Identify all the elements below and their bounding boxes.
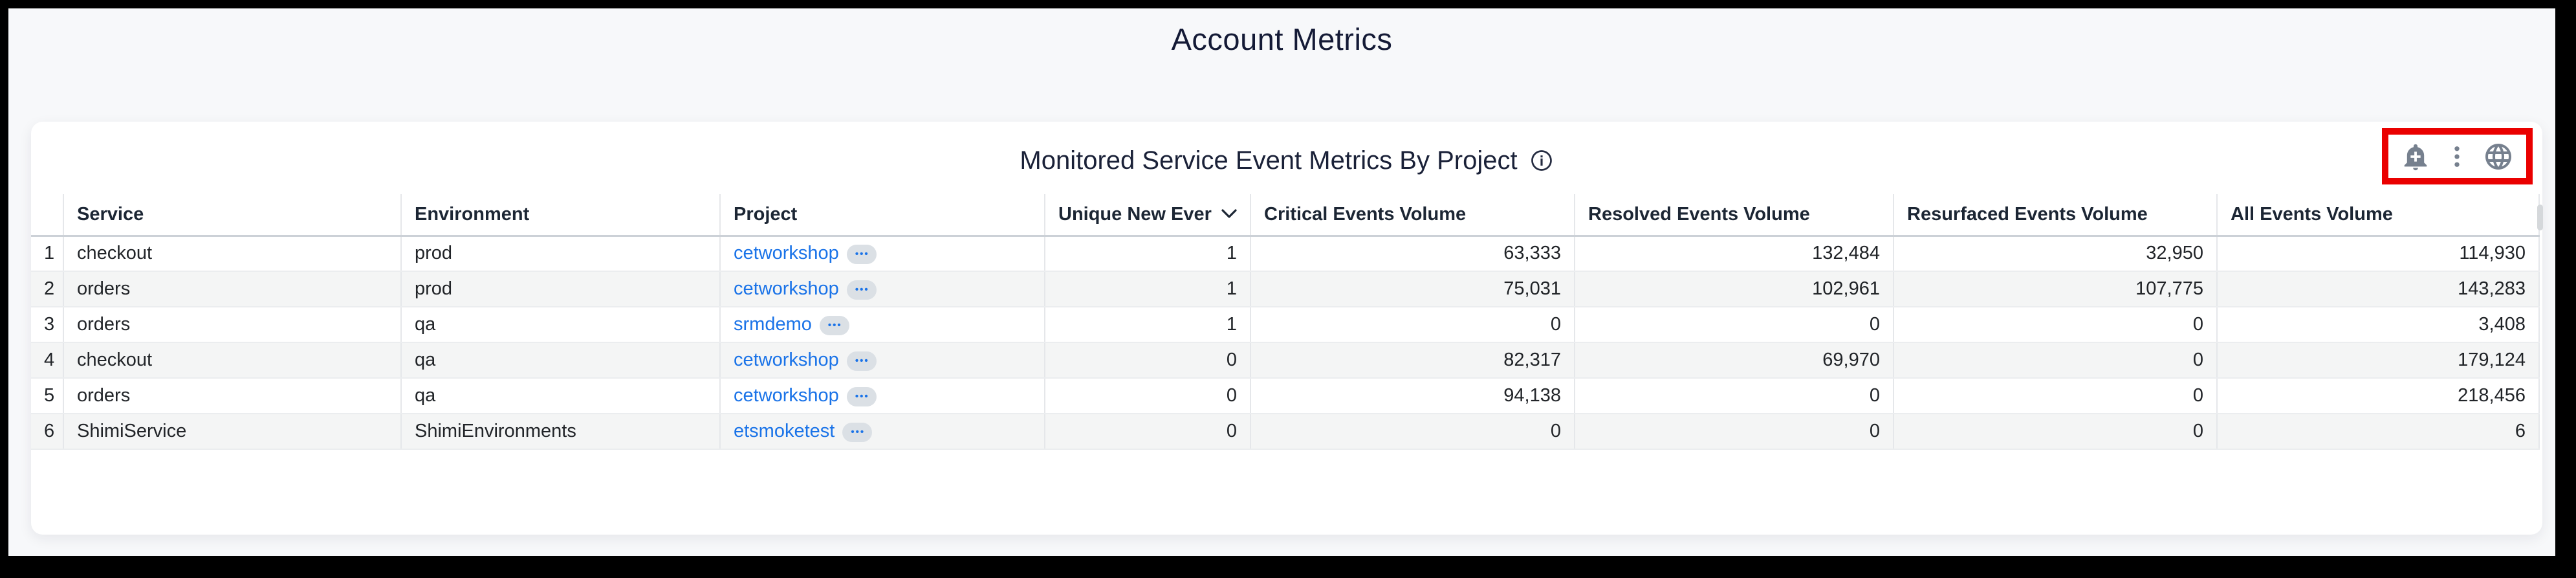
column-header-environment[interactable]: Environment <box>401 194 721 237</box>
project-more-button[interactable]: ••• <box>846 245 877 265</box>
cell-unique-new-ever: 1 <box>1045 271 1251 307</box>
table-row: 1 checkout prod cetworkshop ••• 1 63,333 … <box>31 236 2540 272</box>
cell-unique-new-ever: 0 <box>1045 414 1251 450</box>
panel-header: Monitored Service Event Metrics By Proje… <box>31 131 2542 190</box>
cell-critical-events-volume: 0 <box>1250 307 1575 343</box>
globe-icon[interactable] <box>2483 141 2514 172</box>
cell-resurfaced-events-volume: 0 <box>1894 414 2218 450</box>
cell-critical-events-volume: 0 <box>1250 414 1575 450</box>
cell-environment: qa <box>401 378 721 414</box>
cell-resolved-events-volume: 0 <box>1575 307 1894 343</box>
cell-environment: ShimiEnvironments <box>401 414 721 450</box>
project-more-button[interactable]: ••• <box>846 351 877 371</box>
cell-resurfaced-events-volume: 107,775 <box>1894 271 2218 307</box>
dashboard-page: Account Metrics Monitored Service Event … <box>8 8 2555 556</box>
column-header-resolved-events-volume[interactable]: Resolved Events Volume <box>1575 194 1894 237</box>
row-number-cell: 1 <box>31 236 64 272</box>
cell-unique-new-ever: 0 <box>1045 378 1251 414</box>
cell-resurfaced-events-volume: 0 <box>1894 378 2218 414</box>
project-link[interactable]: cetworkshop <box>734 243 839 264</box>
row-number-cell: 6 <box>31 414 64 450</box>
cell-resolved-events-volume: 0 <box>1575 378 1894 414</box>
row-number-cell: 2 <box>31 271 64 307</box>
kebab-menu-icon[interactable] <box>2443 143 2471 170</box>
table-row: 5 orders qa cetworkshop ••• 0 94,138 0 0 … <box>31 378 2540 414</box>
cell-critical-events-volume: 63,333 <box>1250 236 1575 272</box>
cell-service: orders <box>63 378 402 414</box>
cell-all-events-volume: 6 <box>2217 414 2540 450</box>
project-link[interactable]: srmdemo <box>734 314 812 335</box>
cell-environment: prod <box>401 236 721 272</box>
cell-service: orders <box>63 307 402 343</box>
cell-critical-events-volume: 82,317 <box>1250 342 1575 379</box>
table-header-row: Service Environment Project Unique New E… <box>31 194 2540 237</box>
cell-environment: qa <box>401 342 721 379</box>
column-header-project[interactable]: Project <box>720 194 1045 237</box>
cell-project: etsmoketest ••• <box>720 414 1045 450</box>
panel-title: Monitored Service Event Metrics By Proje… <box>1020 146 1518 175</box>
metrics-table: Service Environment Project Unique New E… <box>31 194 2540 450</box>
sort-chevron-down-icon <box>1221 203 1238 224</box>
cell-environment: prod <box>401 271 721 307</box>
annotation-highlight-box <box>2382 128 2533 184</box>
cell-service: checkout <box>63 236 402 272</box>
table-row: 2 orders prod cetworkshop ••• 1 75,031 10… <box>31 271 2540 307</box>
cell-unique-new-ever: 1 <box>1045 307 1251 343</box>
column-header-critical-events-volume[interactable]: Critical Events Volume <box>1250 194 1575 237</box>
cell-all-events-volume: 143,283 <box>2217 271 2540 307</box>
cell-project: cetworkshop ••• <box>720 378 1045 414</box>
cell-all-events-volume: 179,124 <box>2217 342 2540 379</box>
project-more-button[interactable]: ••• <box>819 316 849 335</box>
cell-service: checkout <box>63 342 402 379</box>
cell-project: srmdemo ••• <box>720 307 1045 343</box>
cell-resurfaced-events-volume: 0 <box>1894 307 2218 343</box>
cell-resolved-events-volume: 132,484 <box>1575 236 1894 272</box>
cell-resolved-events-volume: 0 <box>1575 414 1894 450</box>
column-header-service[interactable]: Service <box>63 194 402 237</box>
page-title: Account Metrics <box>1171 22 1393 56</box>
column-header-unique-new-ever[interactable]: Unique New Ever <box>1045 194 1251 237</box>
cell-project: cetworkshop ••• <box>720 342 1045 379</box>
project-more-button[interactable]: ••• <box>842 423 873 442</box>
cell-project: cetworkshop ••• <box>720 271 1045 307</box>
row-number-cell: 3 <box>31 307 64 343</box>
cell-resurfaced-events-volume: 32,950 <box>1894 236 2218 272</box>
row-number-header <box>31 194 64 237</box>
cell-environment: qa <box>401 307 721 343</box>
project-more-button[interactable]: ••• <box>846 387 877 406</box>
row-number-cell: 5 <box>31 378 64 414</box>
table-row: 4 checkout qa cetworkshop ••• 0 82,317 69… <box>31 342 2540 379</box>
cell-critical-events-volume: 94,138 <box>1250 378 1575 414</box>
cell-resolved-events-volume: 69,970 <box>1575 342 1894 379</box>
cell-resurfaced-events-volume: 0 <box>1894 342 2218 379</box>
cell-all-events-volume: 3,408 <box>2217 307 2540 343</box>
vertical-scrollbar-thumb[interactable] <box>2537 205 2543 230</box>
info-icon[interactable] <box>1529 148 1554 173</box>
project-more-button[interactable]: ••• <box>846 280 877 300</box>
cell-project: cetworkshop ••• <box>720 236 1045 272</box>
project-link[interactable]: cetworkshop <box>734 278 839 299</box>
cell-resolved-events-volume: 102,961 <box>1575 271 1894 307</box>
project-link[interactable]: cetworkshop <box>734 385 839 406</box>
cell-all-events-volume: 114,930 <box>2217 236 2540 272</box>
add-alert-icon[interactable] <box>2401 142 2430 172</box>
cell-all-events-volume: 218,456 <box>2217 378 2540 414</box>
cell-unique-new-ever: 0 <box>1045 342 1251 379</box>
project-link[interactable]: cetworkshop <box>734 350 839 370</box>
cell-service: orders <box>63 271 402 307</box>
panel-card: Monitored Service Event Metrics By Proje… <box>31 122 2543 535</box>
project-link[interactable]: etsmoketest <box>734 421 835 441</box>
table-row: 3 orders qa srmdemo ••• 1 0 0 0 3,408 <box>31 307 2540 343</box>
row-number-cell: 4 <box>31 342 64 379</box>
column-header-all-events-volume[interactable]: All Events Volume <box>2217 194 2540 237</box>
cell-unique-new-ever: 1 <box>1045 236 1251 272</box>
cell-service: ShimiService <box>63 414 402 450</box>
table-row: 6 ShimiService ShimiEnvironments etsmoke… <box>31 414 2540 450</box>
column-header-label: Unique New Ever <box>1058 204 1212 225</box>
cell-critical-events-volume: 75,031 <box>1250 271 1575 307</box>
column-header-resurfaced-events-volume[interactable]: Resurfaced Events Volume <box>1894 194 2218 237</box>
